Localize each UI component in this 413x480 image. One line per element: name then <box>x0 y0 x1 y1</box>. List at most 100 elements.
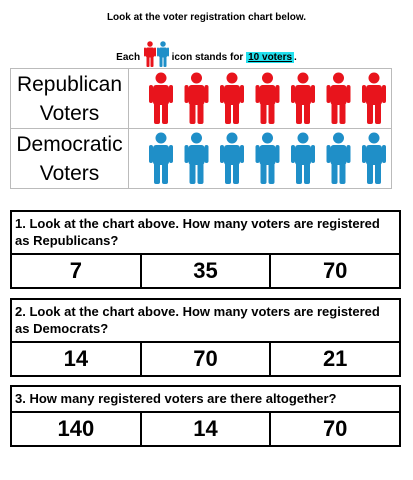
voter-icon <box>291 132 315 184</box>
icon-part <box>188 145 205 165</box>
icon-part <box>233 163 239 184</box>
icon-part <box>197 103 204 124</box>
icon-part <box>191 72 202 84</box>
pictograph-row: Democratic Voters <box>11 129 391 188</box>
icon-part <box>275 85 280 103</box>
pictograph-row: Republican Voters <box>11 69 391 129</box>
icon-part <box>204 145 209 163</box>
icon-part <box>224 145 240 165</box>
pictograph: Republican Voters Democratic Voters <box>10 68 392 189</box>
icon-part <box>162 103 168 124</box>
icon-part <box>197 163 204 184</box>
icon-part <box>184 145 189 163</box>
icon-part <box>224 85 240 105</box>
icon-part <box>296 103 302 124</box>
icon-part <box>311 85 315 103</box>
question-text: 1. Look at the chart above. How many vot… <box>12 212 399 255</box>
icon-part <box>259 85 276 105</box>
answer-option[interactable]: 70 <box>322 416 348 441</box>
icon-part <box>169 145 173 163</box>
icon-part <box>240 145 244 163</box>
key-prefix: Each <box>116 52 141 63</box>
question-box: 3. How many registered voters are there … <box>10 385 401 447</box>
icon-part <box>260 163 267 184</box>
icon-part <box>326 85 331 103</box>
answer-option[interactable]: 140 <box>12 413 142 445</box>
icon-part <box>333 72 344 84</box>
voter-icon <box>362 72 386 124</box>
icon-part <box>291 85 295 103</box>
key-value: 10 voters <box>246 52 295 63</box>
answer-option[interactable]: 14 <box>142 413 272 445</box>
key-icons <box>143 41 169 67</box>
icon-part <box>291 145 295 163</box>
icon-part <box>368 72 380 84</box>
voter-icon <box>184 132 209 184</box>
voter-icon <box>362 132 386 184</box>
icon-part <box>333 132 344 144</box>
icon-part <box>326 145 331 163</box>
voter-icon <box>255 132 280 184</box>
icon-part <box>330 85 347 105</box>
voter-icon <box>149 132 173 184</box>
icon-part <box>153 145 169 165</box>
icon-part <box>155 72 167 84</box>
icon-part <box>189 103 196 124</box>
icon-part <box>304 103 310 124</box>
icon-part <box>362 145 366 163</box>
icon-area <box>149 72 386 124</box>
icon-part <box>153 85 169 105</box>
answer-option[interactable]: 70 <box>142 343 272 375</box>
icon-part <box>240 85 244 103</box>
icon-part <box>154 103 160 124</box>
voter-icon <box>291 72 315 124</box>
icon-part <box>346 145 351 163</box>
row-label: Democratic Voters <box>11 129 129 188</box>
icon-part <box>260 103 267 124</box>
icon-part <box>382 145 386 163</box>
icon-part <box>184 85 189 103</box>
answer-row: 14 70 21 <box>12 343 399 375</box>
icon-part <box>259 145 276 165</box>
row-label: Republican Voters <box>11 69 129 128</box>
key-end: . <box>294 52 297 63</box>
voter-icon <box>220 132 244 184</box>
icon-part <box>295 145 311 165</box>
icon-part <box>169 85 173 103</box>
voter-icon <box>255 72 280 124</box>
icon-part <box>275 145 280 163</box>
answer-option[interactable]: 7 <box>12 255 142 287</box>
icon-part <box>297 132 309 144</box>
question-text: 3. How many registered voters are there … <box>12 387 399 413</box>
icon-part <box>268 163 275 184</box>
icon-part <box>226 132 238 144</box>
voter-icon <box>326 72 351 124</box>
icon-part <box>154 163 160 184</box>
icon-part <box>330 145 347 165</box>
icon-area <box>149 132 386 184</box>
icon-part <box>339 103 346 124</box>
answer-option[interactable]: 14 <box>12 343 142 375</box>
instruction: Look at the voter registration chart bel… <box>106 12 307 23</box>
icon-part <box>162 163 168 184</box>
icon-part <box>189 163 196 184</box>
icon-part <box>191 132 202 144</box>
icon-part <box>255 145 260 163</box>
answer-row: 7 35 70 <box>12 255 399 287</box>
answer-option[interactable]: 70 <box>322 258 348 283</box>
icon-part <box>375 163 381 184</box>
icon-part <box>368 132 380 144</box>
icon-part <box>366 145 382 165</box>
icon-part <box>220 85 224 103</box>
icon-part <box>149 85 153 103</box>
icon-part <box>304 163 310 184</box>
icon-part <box>225 103 231 124</box>
icon-part <box>268 103 275 124</box>
answer-option[interactable]: 21 <box>322 346 348 371</box>
answer-option[interactable]: 35 <box>142 255 272 287</box>
icon-part <box>382 85 386 103</box>
icon-part <box>233 103 239 124</box>
icon-part <box>149 145 153 163</box>
icon-part <box>311 145 315 163</box>
icon-part <box>367 163 373 184</box>
